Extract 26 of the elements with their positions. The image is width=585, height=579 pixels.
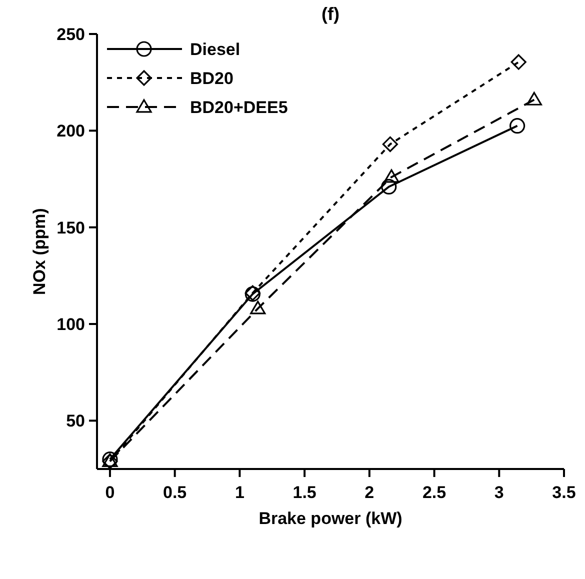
x-tick-label: 3.5 [552,483,576,502]
y-tick-label: 100 [56,314,85,334]
y-tick-label: 250 [56,24,85,44]
x-tick-label: 0.5 [163,483,187,502]
legend-label: BD20+DEE5 [190,98,288,117]
x-axis-title: Brake power (kW) [258,509,402,528]
x-tick-label: 2 [364,483,374,502]
x-tick-label: 1.5 [292,483,316,502]
point [382,136,398,152]
chart-title: (f) [322,4,340,24]
x-tick-label: 1 [234,483,244,502]
x-tick-label: 0 [105,483,115,502]
point [381,178,397,195]
point [384,169,400,183]
x-tick-label: 2.5 [422,483,446,502]
point [510,118,526,134]
point [510,54,526,70]
y-tick-label: 200 [56,122,85,141]
point [250,300,266,314]
y-tick-label: 150 [56,218,85,238]
legend-label: BD20 [190,68,234,88]
y-tick-label: 50 [66,412,85,431]
point [526,92,542,106]
y-axis-title: NOx (ppm) [30,208,49,295]
legend-label: Diesel [190,40,240,59]
x-tick-label: 3 [494,483,504,502]
